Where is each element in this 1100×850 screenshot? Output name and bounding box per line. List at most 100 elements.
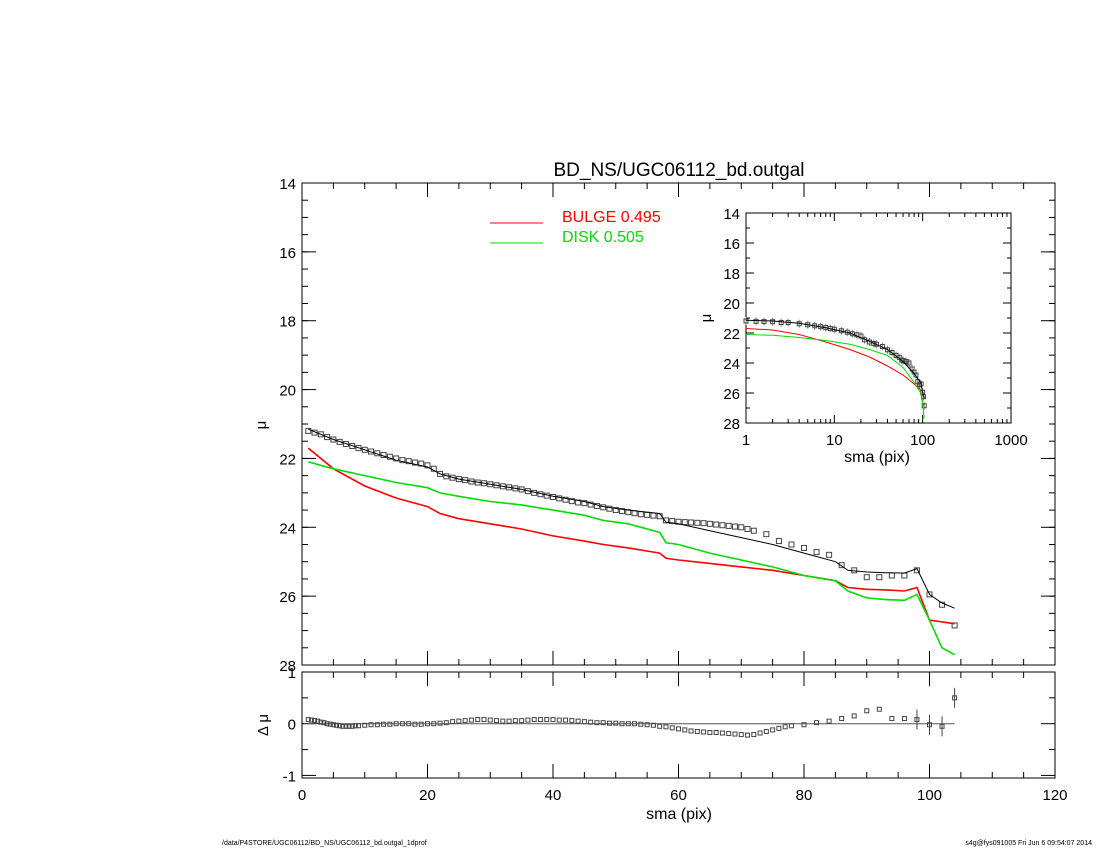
residual-point <box>770 727 776 733</box>
footer-filepath: /data/P4STORE/UGC06112/BD_NS/UGC06112_bd… <box>222 840 427 847</box>
residual-point <box>694 728 700 734</box>
residual-point <box>738 732 744 738</box>
data-point <box>361 446 368 453</box>
residual-point <box>588 719 594 725</box>
x-tick-label: 1000 <box>994 432 1027 449</box>
residual-point <box>343 723 349 729</box>
x-axis-label: sma (pix) <box>646 806 712 823</box>
residual-point <box>563 717 569 723</box>
x-tick-label: 10 <box>826 432 843 449</box>
data-point <box>900 358 906 364</box>
x-tick-label: 0 <box>298 787 306 804</box>
series-line-total <box>308 428 955 609</box>
data-point <box>317 431 324 438</box>
residual-point <box>638 721 644 727</box>
residual-point <box>324 721 330 727</box>
data-point <box>801 544 807 551</box>
x-tick-label: 60 <box>670 787 687 804</box>
residual-point <box>569 718 575 724</box>
residual-point <box>663 724 669 730</box>
x-tick-label: 40 <box>545 787 562 804</box>
residual-point <box>362 722 368 728</box>
data-point <box>393 455 400 462</box>
residual-point <box>437 720 443 726</box>
residual-point <box>412 721 418 727</box>
residual-point <box>876 706 882 712</box>
data-point <box>873 341 879 347</box>
x-tick-label: 1 <box>742 432 750 449</box>
data-point <box>556 495 563 502</box>
data-point <box>813 549 820 556</box>
inset-series-disk <box>745 334 925 419</box>
residual-point <box>355 723 361 729</box>
x-tick-label: 20 <box>419 787 436 804</box>
data-point <box>568 498 575 505</box>
data-point <box>778 320 784 325</box>
residual-point <box>688 728 694 734</box>
data-point <box>838 562 845 569</box>
y-tick-label: 26 <box>279 589 296 606</box>
y-axis-label: Δ μ <box>255 714 272 736</box>
y-tick-label: 22 <box>279 451 296 468</box>
residual-point <box>481 717 487 723</box>
residual-point <box>719 730 725 736</box>
y-tick-label: 28 <box>723 416 740 433</box>
y-tick-label: 18 <box>279 314 296 331</box>
residual-point <box>337 723 343 729</box>
residual-point <box>914 717 920 723</box>
data-point <box>305 427 312 434</box>
residual-point <box>305 717 311 723</box>
residual-point <box>327 721 333 727</box>
y-tick-label: 0 <box>288 717 296 734</box>
residual-point <box>763 728 769 734</box>
residual-point <box>726 731 732 737</box>
residual-point <box>644 722 650 728</box>
data-point <box>888 572 895 579</box>
data-point <box>871 341 877 346</box>
data-point <box>581 500 588 507</box>
data-point <box>885 347 891 353</box>
inset-plot-frame <box>745 212 1012 424</box>
data-point <box>681 519 688 526</box>
residual-point <box>757 730 763 736</box>
residual-point <box>418 721 424 727</box>
residual-point <box>468 717 474 723</box>
data-point <box>775 538 782 545</box>
y-tick-label: 14 <box>279 176 296 193</box>
inset-series-bulge <box>745 328 925 406</box>
residual-point <box>494 718 500 724</box>
residual-point <box>556 717 562 723</box>
residual-point <box>315 718 321 724</box>
data-point <box>750 527 757 534</box>
residual-point <box>864 708 870 714</box>
inset-log-plot: 14 16 18 20 22 24 26 281 10 100 1000 sma (pix) μ <box>698 206 1028 466</box>
y-tick-label: 18 <box>723 266 740 283</box>
residual-point <box>318 719 324 725</box>
y-tick-label: 16 <box>279 245 296 262</box>
residual-point <box>531 717 537 723</box>
data-point <box>901 572 908 579</box>
data-point <box>913 372 919 378</box>
y-tick-label: 24 <box>279 520 296 537</box>
data-point <box>921 403 927 409</box>
residual-point <box>425 721 430 727</box>
residual-point <box>826 718 832 724</box>
residual-point <box>625 721 631 727</box>
data-point <box>700 520 707 527</box>
data-point <box>939 601 946 608</box>
legend-entry: BULGE 0.495 <box>562 209 661 226</box>
data-point <box>644 511 651 518</box>
residual-point <box>368 722 374 728</box>
residual-point <box>387 721 393 727</box>
x-tick-label: 80 <box>796 787 813 804</box>
residual-point <box>594 720 600 726</box>
data-point <box>763 531 770 538</box>
data-point <box>770 319 776 325</box>
residual-point <box>352 723 358 729</box>
residual-point <box>851 713 857 719</box>
data-point <box>906 360 912 366</box>
residual-point <box>443 720 449 726</box>
residual-point <box>512 718 518 724</box>
residual-point <box>839 716 845 722</box>
